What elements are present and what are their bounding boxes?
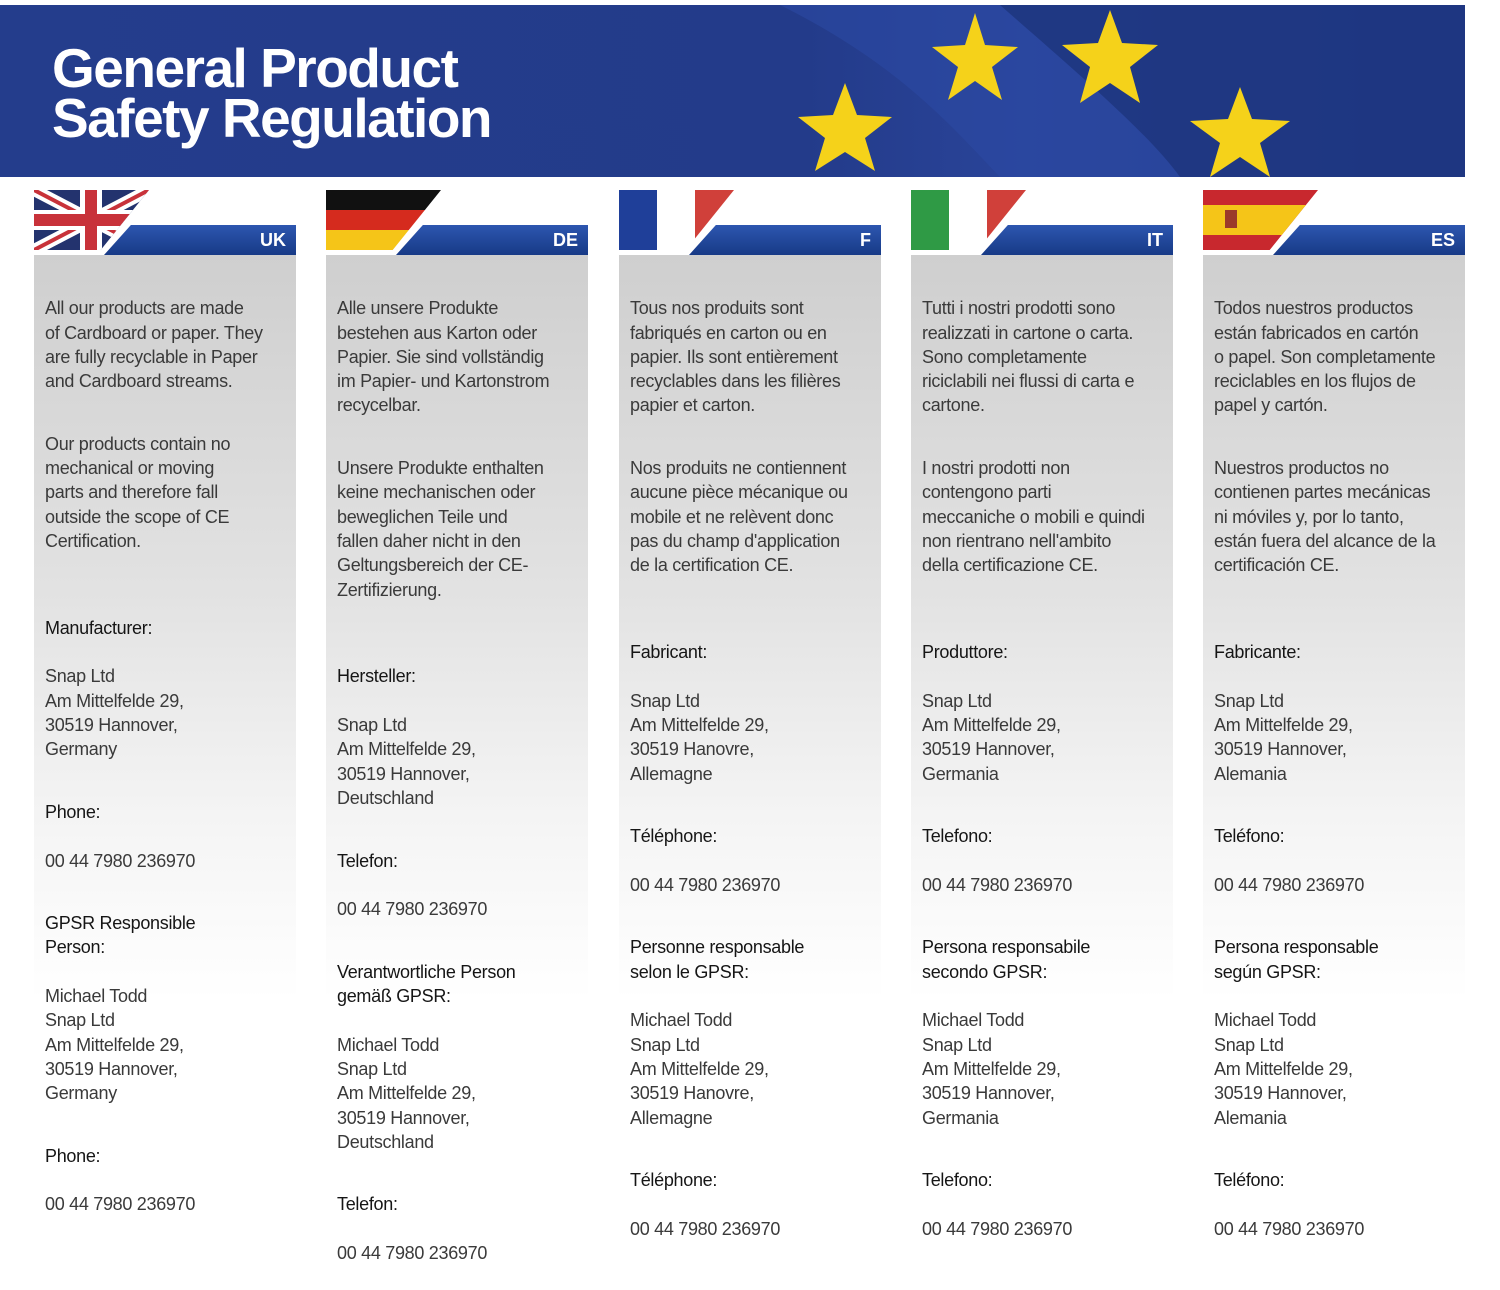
language-column-de: DE Alle unsere Produkte bestehen aus Kar… — [326, 190, 588, 1263]
phone-number: 00 44 7980 236970 — [45, 850, 196, 871]
eu-banner: General Product Safety Regulation — [0, 5, 1465, 177]
column-text: Tous nos produits sont fabriqués en cart… — [630, 272, 881, 1265]
column-text: All our products are made of Cardboard o… — [45, 272, 296, 1241]
ce-paragraph: I nostri prodotti non contengono parti m… — [922, 458, 1145, 576]
manufacturer-address: Snap Ltd Am Mittelfelde 29, 30519 Hannov… — [337, 715, 476, 808]
recyclable-paragraph: Todos nuestros productos están fabricado… — [1214, 298, 1436, 416]
language-code-tab: F — [689, 225, 881, 255]
manufacturer-block: Produttore: Snap Ltd Am Mittelfelde 29, … — [922, 616, 1173, 1265]
phone2-number: 00 44 7980 236970 — [45, 1194, 196, 1215]
ce-paragraph: Our products contain no mechanical or mo… — [45, 433, 231, 551]
ce-paragraph: Nos produits ne contiennent aucune pièce… — [630, 458, 848, 576]
column-body — [326, 255, 588, 1000]
gpsr-person-address: Michael Todd Snap Ltd Am Mittelfelde 29,… — [630, 1010, 769, 1128]
phone2-number: 00 44 7980 236970 — [1214, 1218, 1365, 1239]
page-title: General Product Safety Regulation — [52, 37, 493, 149]
column-body — [1203, 255, 1465, 1000]
manufacturer-address: Snap Ltd Am Mittelfelde 29, 30519 Hannov… — [45, 666, 184, 760]
manufacturer-label: Manufacturer: — [45, 617, 153, 638]
paragraphs: Tous nos produits sont fabriqués en cart… — [630, 272, 881, 602]
manufacturer-block: Hersteller: Snap Ltd Am Mittelfelde 29, … — [337, 640, 588, 1289]
gpsr-label: Personne responsable selon le GPSR: — [630, 937, 805, 982]
paragraphs: Alle unsere Produkte bestehen aus Karton… — [337, 272, 588, 626]
language-code-tab: ES — [1273, 225, 1465, 255]
manufacturer-label: Hersteller: — [337, 666, 416, 687]
column-body — [911, 255, 1173, 1000]
uk-flag-icon — [34, 190, 149, 250]
ce-paragraph: Nuestros productos no contienen partes m… — [1214, 458, 1436, 576]
column-body — [619, 255, 881, 1000]
gpsr-label: GPSR Responsible Person: — [45, 913, 196, 958]
phone2-label: Téléphone: — [630, 1170, 718, 1191]
manufacturer-block: Manufacturer: Snap Ltd Am Mittelfelde 29… — [45, 592, 296, 1241]
phone2-number: 00 44 7980 236970 — [630, 1218, 781, 1239]
gpsr-person-address: Michael Todd Snap Ltd Am Mittelfelde 29,… — [922, 1010, 1061, 1128]
gpsr-person-address: Michael Todd Snap Ltd Am Mittelfelde 29,… — [45, 986, 184, 1104]
column-body — [34, 255, 296, 1000]
ce-paragraph: Unsere Produkte enthalten keine mechanis… — [337, 458, 544, 600]
language-code-tab: DE — [396, 225, 588, 255]
phone-number: 00 44 7980 236970 — [1214, 874, 1365, 895]
language-code-tab: UK — [104, 225, 296, 255]
language-column-es: ES Todos nuestros productos están fabric… — [1203, 190, 1465, 1239]
paragraphs: Tutti i nostri prodotti sono realizzati … — [922, 272, 1173, 602]
paragraphs: All our products are made of Cardboard o… — [45, 272, 296, 578]
phone-label: Telefono: — [922, 826, 993, 847]
manufacturer-label: Fabricante: — [1214, 642, 1301, 663]
manufacturer-label: Fabricant: — [630, 642, 708, 663]
language-column-f: F Tous nos produits sont fabriqués en ca… — [619, 190, 881, 1239]
phone2-number: 00 44 7980 236970 — [922, 1218, 1073, 1239]
phone2-label: Telefono: — [922, 1170, 993, 1191]
manufacturer-address: Snap Ltd Am Mittelfelde 29, 30519 Hannov… — [922, 690, 1061, 784]
phone-label: Phone: — [45, 801, 101, 822]
phone-label: Teléfono: — [1214, 826, 1285, 847]
manufacturer-address: Snap Ltd Am Mittelfelde 29, 30519 Hanovr… — [630, 690, 769, 784]
phone2-label: Phone: — [45, 1145, 101, 1166]
phone2-label: Teléfono: — [1214, 1170, 1285, 1191]
gpsr-label: Verantwortliche Person gemäß GPSR: — [337, 961, 516, 1007]
gpsr-label: Persona responsabile secondo GPSR: — [922, 937, 1091, 982]
column-text: Todos nuestros productos están fabricado… — [1214, 272, 1465, 1265]
language-column-uk: UK All our products are made of Cardboar… — [34, 190, 296, 1214]
manufacturer-block: Fabricant: Snap Ltd Am Mittelfelde 29, 3… — [630, 616, 881, 1265]
manufacturer-label: Produttore: — [922, 642, 1008, 663]
phone-number: 00 44 7980 236970 — [630, 874, 781, 895]
eu-flag-stars-icon — [780, 5, 1465, 177]
phone2-label: Telefon: — [337, 1194, 398, 1215]
recyclable-paragraph: Alle unsere Produkte bestehen aus Karton… — [337, 298, 550, 416]
manufacturer-address: Snap Ltd Am Mittelfelde 29, 30519 Hannov… — [1214, 690, 1353, 784]
recyclable-paragraph: Tutti i nostri prodotti sono realizzati … — [922, 298, 1135, 416]
gpsr-person-address: Michael Todd Snap Ltd Am Mittelfelde 29,… — [1214, 1010, 1353, 1128]
recyclable-paragraph: Tous nos produits sont fabriqués en cart… — [630, 298, 841, 416]
gpsr-person-address: Michael Todd Snap Ltd Am Mittelfelde 29,… — [337, 1034, 476, 1152]
phone-number: 00 44 7980 236970 — [922, 874, 1073, 895]
paragraphs: Todos nuestros productos están fabricado… — [1214, 272, 1465, 602]
column-text: Tutti i nostri prodotti sono realizzati … — [922, 272, 1173, 1265]
phone-label: Téléphone: — [630, 826, 718, 847]
manufacturer-block: Fabricante: Snap Ltd Am Mittelfelde 29, … — [1214, 616, 1465, 1265]
gpsr-label: Persona responsable según GPSR: — [1214, 937, 1379, 982]
phone-number: 00 44 7980 236970 — [337, 899, 488, 920]
phone2-number: 00 44 7980 236970 — [337, 1242, 488, 1263]
phone-label: Telefon: — [337, 850, 398, 871]
language-column-it: IT Tutti i nostri prodotti sono realizza… — [911, 190, 1173, 1239]
recyclable-paragraph: All our products are made of Cardboard o… — [45, 298, 263, 392]
column-text: Alle unsere Produkte bestehen aus Karton… — [337, 272, 588, 1290]
language-code-tab: IT — [981, 225, 1173, 255]
